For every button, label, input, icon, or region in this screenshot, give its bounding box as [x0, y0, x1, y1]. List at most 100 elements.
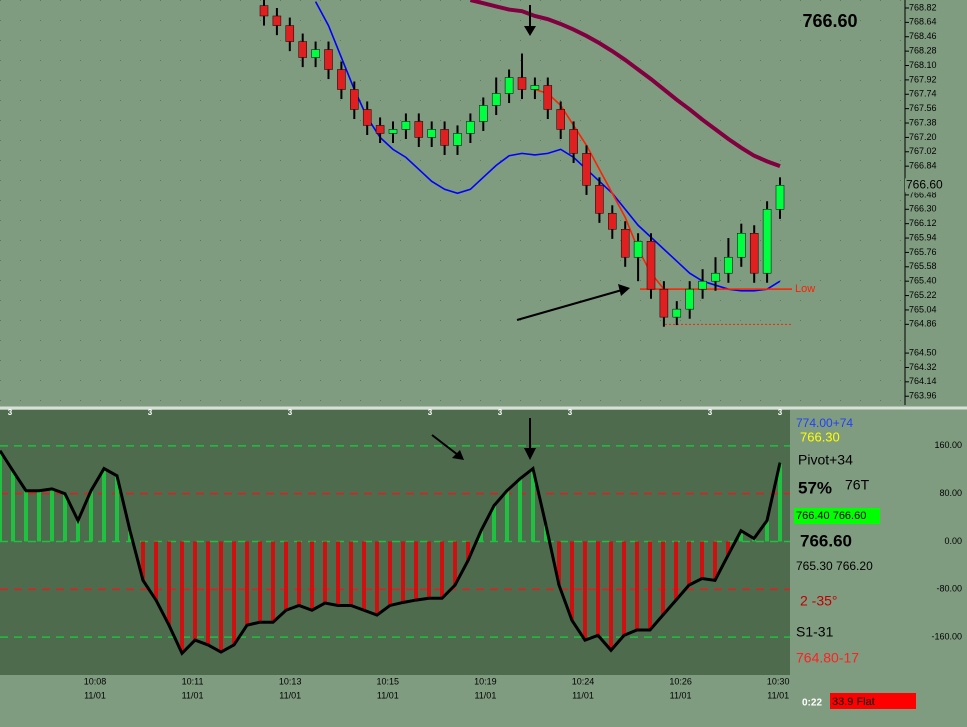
- histogram-bar: [349, 541, 353, 606]
- histogram-bar: [37, 490, 41, 542]
- y-tick-label: 764.50: [909, 347, 937, 357]
- histogram-bar: [232, 541, 236, 645]
- histogram-bar: [778, 462, 782, 542]
- candle-body: [272, 15, 282, 26]
- arrow-head: [524, 448, 536, 460]
- histogram-bar: [596, 541, 600, 636]
- side-label: 764.80-17: [796, 650, 859, 666]
- label-box: [794, 508, 880, 524]
- histogram-bar: [622, 541, 626, 636]
- x-tick-time: 10:08: [84, 676, 107, 686]
- marker: 3: [708, 408, 713, 417]
- candle-body: [620, 229, 630, 258]
- histogram-bar: [167, 541, 171, 626]
- candle-body: [556, 109, 565, 130]
- lower-panel: [0, 410, 790, 675]
- status-box: [830, 693, 916, 709]
- y-tick-label: 768.64: [909, 17, 937, 27]
- histogram-bar: [284, 541, 288, 611]
- candle-body: [401, 121, 411, 130]
- ma-line: [469, 0, 781, 169]
- candle-body: [362, 109, 372, 126]
- candle-body: [672, 308, 682, 318]
- x-tick-time: 10:30: [767, 676, 790, 686]
- low-label: Low: [795, 283, 815, 295]
- marker: 3: [8, 408, 13, 417]
- histogram-bar: [206, 541, 210, 645]
- candle-body: [608, 213, 617, 230]
- candle-body: [569, 129, 578, 154]
- arrow-head: [452, 450, 464, 460]
- arrow: [516, 289, 623, 321]
- histogram-bar: [336, 541, 340, 606]
- candle-body: [453, 133, 462, 146]
- histogram-bar: [219, 541, 223, 653]
- x-tick-time: 10:11: [182, 676, 204, 686]
- y-tick-label: 764.32: [909, 362, 937, 372]
- y-tick-label: 768.28: [909, 45, 937, 55]
- x-tick-date: 11/01: [572, 690, 594, 700]
- side-label: 2 -35°: [800, 593, 838, 609]
- histogram-bar: [609, 541, 613, 651]
- marker: 3: [778, 408, 783, 417]
- x-tick-time: 10:15: [377, 676, 400, 686]
- candle-body: [479, 105, 488, 122]
- side-label: 57%: [798, 478, 832, 497]
- histogram-bar: [414, 541, 418, 601]
- x-tick-date: 11/01: [182, 690, 204, 700]
- histogram-bar: [271, 541, 275, 623]
- candle-body: [543, 85, 553, 110]
- candle-body: [427, 129, 436, 138]
- side-label: S1-31: [796, 624, 834, 640]
- histogram-bar: [479, 530, 483, 542]
- histogram-bar: [297, 541, 301, 606]
- candle-body: [582, 153, 591, 186]
- candle-body: [737, 233, 746, 258]
- x-tick-date: 11/01: [767, 690, 789, 700]
- candle-body: [337, 69, 346, 90]
- histogram-bar: [505, 490, 509, 542]
- histogram-bar: [687, 541, 691, 586]
- y-tick-label: 764.86: [909, 319, 937, 329]
- x-tick-date: 11/01: [377, 690, 399, 700]
- candle-body: [775, 185, 785, 210]
- candle-body: [504, 77, 514, 94]
- y-tick-label: 766.30: [909, 204, 937, 214]
- last-price-box: [905, 178, 967, 193]
- histogram-bar: [362, 541, 366, 611]
- status-state: 33.9 Flat: [832, 696, 875, 708]
- y-tick-label: 765.22: [909, 290, 937, 300]
- y-tick-label: 765.94: [909, 232, 937, 242]
- histogram-bar: [635, 541, 639, 630]
- candle-body: [311, 49, 320, 58]
- candle-body: [440, 129, 449, 146]
- candle-body: [324, 49, 333, 70]
- y-tick-label: 768.82: [909, 2, 937, 12]
- x-tick-time: 10:19: [474, 676, 497, 686]
- histogram-bar: [76, 520, 80, 542]
- histogram-bar: [518, 478, 522, 542]
- candle-body: [259, 5, 269, 17]
- y-tick-label: 0.00: [944, 536, 962, 546]
- histogram-bar: [63, 493, 67, 542]
- histogram-bar: [310, 541, 314, 611]
- histogram-bar: [141, 541, 145, 581]
- histogram-bar: [180, 541, 184, 654]
- y-tick-label: 768.46: [909, 31, 937, 41]
- side-label: 766.30: [800, 429, 840, 444]
- histogram-bar: [89, 490, 93, 542]
- histogram-bar: [466, 541, 470, 561]
- histogram-bar: [258, 541, 262, 623]
- side-label: 766.60: [800, 531, 852, 550]
- y-tick-label: 765.04: [909, 304, 937, 314]
- x-tick-date: 11/01: [279, 690, 301, 700]
- price-title: 766.60: [802, 11, 857, 31]
- candle-body: [466, 121, 475, 134]
- histogram-bar: [401, 541, 405, 603]
- histogram-bar: [245, 541, 249, 626]
- y-tick-label: 80.00: [939, 488, 962, 498]
- y-tick-label: -80.00: [936, 584, 962, 594]
- marker: 3: [428, 408, 433, 417]
- histogram-bar: [388, 541, 392, 606]
